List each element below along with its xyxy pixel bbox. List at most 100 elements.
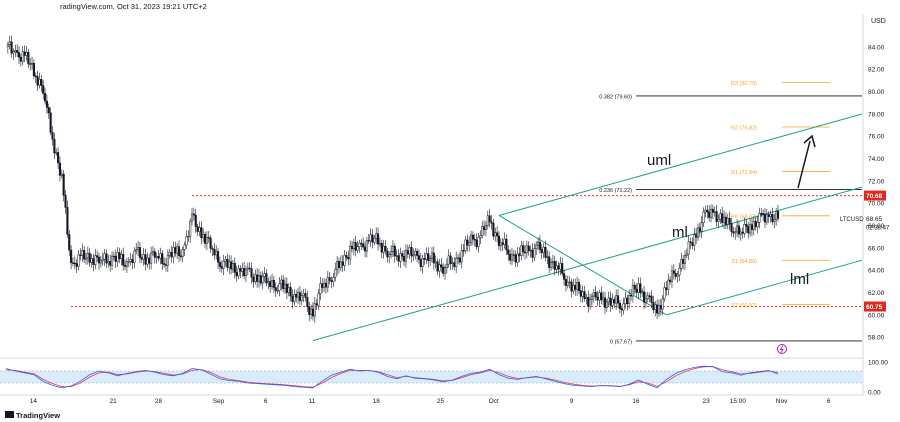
candle-body [283, 283, 287, 289]
candle-body [486, 215, 489, 226]
candle-body [297, 292, 300, 298]
candle-body [142, 254, 145, 260]
candle-body [319, 283, 322, 294]
price-axis[interactable]: 84.00 82.00 80.00 78.00 76.00 74.00 72.00 70.00… [864, 44, 886, 342]
y-tick-label: 58.00 [868, 335, 885, 342]
candle-body [652, 302, 655, 311]
candle-body [721, 213, 724, 223]
candle-body [293, 293, 296, 302]
candle-body [436, 261, 439, 272]
candle-body [460, 250, 463, 263]
candle-body [629, 295, 633, 297]
candle-body [380, 243, 383, 253]
fib-label: 0.236 (71.22) [599, 188, 632, 194]
candle-body [124, 264, 127, 267]
candle-body [205, 237, 208, 244]
candle-body [663, 287, 666, 300]
candle-body [492, 223, 495, 237]
candle-body [603, 297, 607, 308]
candle-body [412, 254, 415, 257]
candle-body [488, 215, 491, 223]
candle-body [6, 44, 9, 48]
candle-body [105, 253, 108, 264]
candle-body [360, 242, 363, 245]
candle-body [648, 295, 651, 297]
candle-body [321, 283, 324, 288]
candle-body [261, 275, 264, 284]
candle-body [776, 211, 780, 219]
pivot-label: R3 (80.79) [731, 81, 757, 87]
candle-body [10, 41, 13, 54]
candle-body [122, 254, 125, 266]
candle-body [594, 292, 597, 298]
candle-body [507, 249, 510, 255]
candle-body [711, 208, 714, 213]
candle-body [708, 211, 711, 218]
candle-body [311, 308, 314, 317]
candle-body [561, 263, 564, 274]
candle-body [525, 245, 528, 254]
candle-body [496, 232, 499, 237]
candle-body [155, 256, 158, 258]
candle-body [363, 246, 367, 252]
candle-body [585, 297, 588, 299]
candle-body [94, 255, 97, 265]
x-tick-label: 6 [264, 398, 268, 405]
candle-body [14, 50, 17, 52]
candle-body [306, 297, 309, 308]
candle-body [70, 249, 73, 264]
candle-body [96, 255, 99, 258]
candle-body [222, 260, 225, 269]
candle-body [58, 162, 61, 176]
candle-body [384, 246, 387, 252]
candle-body [654, 304, 657, 311]
candle-body [536, 241, 540, 246]
candle-body [706, 209, 709, 213]
candle-body [523, 251, 527, 254]
x-tick-label: Sep [213, 398, 225, 405]
candle-body [174, 247, 177, 254]
candle-body [763, 214, 767, 223]
candle-body [235, 272, 238, 277]
candle-body [750, 224, 754, 230]
candle-body [656, 304, 659, 314]
time-axis[interactable]: 14 21 28 Sep 6 11 18 25 Oct 9 16 23 15:00 Nov 6 [30, 398, 831, 405]
candle-body [455, 257, 458, 268]
candle-body [683, 254, 687, 264]
candle-body [339, 261, 342, 268]
up-arrow-icon [803, 134, 816, 148]
candle-body [161, 253, 164, 264]
candle-body [40, 79, 43, 86]
candle-body [170, 252, 173, 258]
candle-body [471, 234, 474, 240]
candle-body [715, 211, 718, 222]
candle-body [45, 100, 48, 108]
x-tick-label: 18 [373, 398, 381, 405]
candle-body [300, 295, 303, 301]
candle-body [179, 255, 182, 258]
candle-body [609, 297, 612, 306]
candle-body [84, 257, 88, 260]
candle-body [330, 280, 333, 282]
candle-body [49, 112, 52, 133]
candle-body [529, 249, 532, 252]
candle-body [754, 220, 757, 228]
y-tick-label: 82.00 [868, 67, 885, 74]
candle-body [27, 52, 30, 65]
y-tick-label: 60.00 [868, 312, 885, 319]
candle-body [628, 295, 631, 304]
candle-body [510, 254, 514, 261]
candle-body [272, 280, 275, 288]
candle-body [302, 293, 305, 296]
candle-body [443, 267, 447, 274]
candle-body [103, 253, 106, 260]
candle-body [611, 299, 614, 306]
y-tick-label: 74.00 [868, 156, 885, 163]
candle-body [92, 258, 95, 265]
candle-body [164, 264, 168, 266]
candle-body [579, 290, 582, 297]
candle-body [583, 291, 586, 299]
candle-body [553, 261, 556, 270]
candle-body [371, 234, 374, 243]
